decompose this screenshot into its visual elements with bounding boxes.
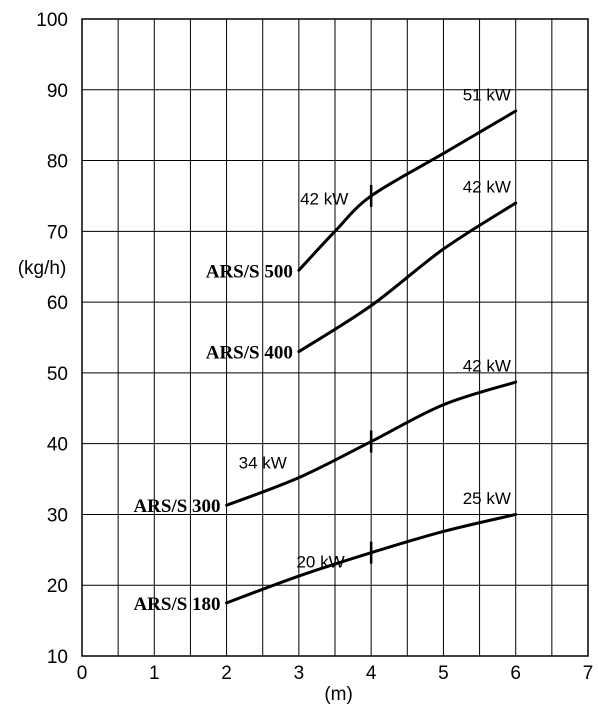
- y-tick-label: 20: [47, 576, 68, 597]
- grid-lines: [82, 19, 588, 656]
- x-tick-label: 6: [510, 663, 521, 684]
- y-tick-label: 60: [47, 293, 68, 314]
- x-tick-label: 7: [583, 663, 594, 684]
- series-name-label: ARS/S 180: [133, 594, 220, 615]
- power-label: 42 kW: [463, 177, 511, 196]
- power-label: 42 kW: [300, 189, 348, 208]
- x-tick-label: 1: [149, 663, 160, 684]
- series-name-label: ARS/S 300: [133, 496, 220, 517]
- x-tick-label: 5: [438, 663, 449, 684]
- y-tick-label: 50: [47, 364, 68, 385]
- x-tick-label: 2: [221, 663, 232, 684]
- y-tick-label: 90: [47, 81, 68, 102]
- power-label: 34 kW: [239, 453, 287, 472]
- y-tick-labels: 10 20 30 40 50 60 70 80 90 100: [36, 10, 68, 668]
- power-label: 25 kW: [463, 489, 511, 508]
- y-tick-label: 100: [36, 10, 68, 31]
- x-axis-label: (m): [324, 684, 352, 705]
- power-label: 51 kW: [463, 85, 511, 104]
- y-tick-label: 70: [47, 222, 68, 243]
- y-axis-label: (kg/h): [18, 258, 67, 279]
- power-label: 20 kW: [296, 553, 344, 572]
- x-tick-label: 3: [294, 663, 305, 684]
- series-name-label: ARS/S 400: [206, 343, 293, 364]
- series-line: [297, 201, 518, 354]
- power-label: 42 kW: [463, 356, 511, 375]
- y-tick-label: 10: [47, 647, 68, 668]
- x-tick-label: 4: [366, 663, 377, 684]
- y-tick-label: 80: [47, 152, 68, 173]
- y-tick-label: 40: [47, 435, 68, 456]
- series-curves: [225, 109, 518, 605]
- plot-frame: [81, 18, 589, 657]
- y-tick-label: 30: [47, 505, 68, 526]
- series-line: [297, 109, 518, 272]
- x-tick-label: 0: [77, 663, 88, 684]
- series-labels: ARS/S 180 20 kW 25 kW ARS/S 300 34 kW 42 kW AR…: [133, 85, 510, 615]
- x-tick-labels: 0 1 2 3 4 5 6 7: [77, 663, 594, 684]
- series-name-label: ARS/S 500: [206, 261, 293, 282]
